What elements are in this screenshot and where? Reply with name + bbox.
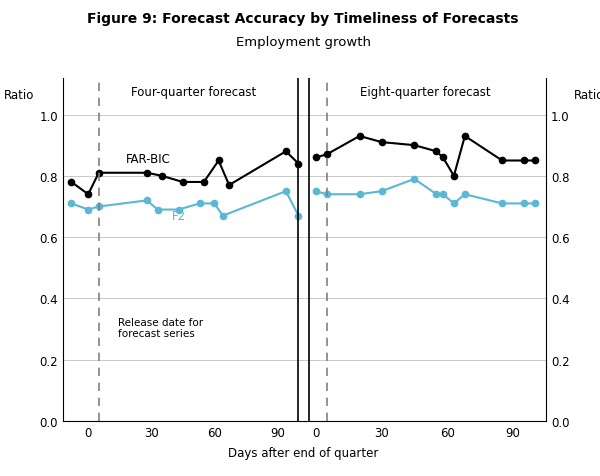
Text: Four-quarter forecast: Four-quarter forecast	[131, 86, 256, 99]
Text: Ratio: Ratio	[574, 89, 600, 102]
Text: Ratio: Ratio	[4, 89, 35, 102]
Text: F2: F2	[172, 210, 187, 223]
Text: FAR-BIC: FAR-BIC	[126, 153, 171, 166]
Text: Employment growth: Employment growth	[235, 36, 371, 49]
Text: Eight-quarter forecast: Eight-quarter forecast	[360, 86, 491, 99]
Text: Figure 9: Forecast Accuracy by Timeliness of Forecasts: Figure 9: Forecast Accuracy by Timelines…	[87, 12, 519, 26]
Text: Release date for
forecast series: Release date for forecast series	[118, 317, 203, 339]
Text: Days after end of quarter: Days after end of quarter	[228, 446, 378, 459]
